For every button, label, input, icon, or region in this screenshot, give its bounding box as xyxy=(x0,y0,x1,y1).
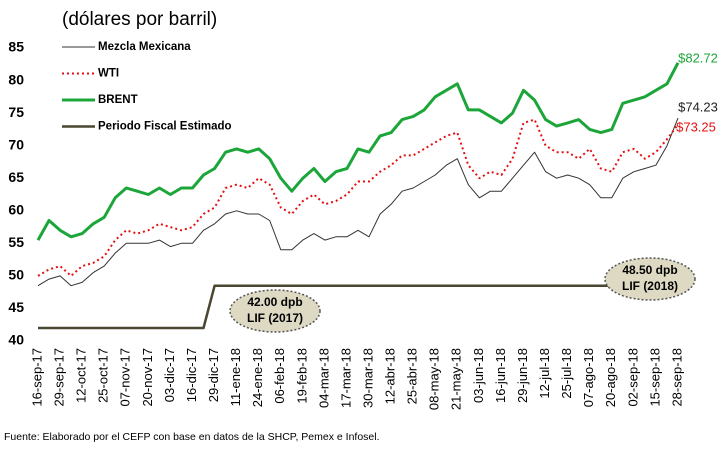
callout xyxy=(229,289,321,333)
series-line xyxy=(37,117,679,287)
series-line xyxy=(38,284,678,330)
callout xyxy=(604,257,696,301)
x-tick-label: 20-ago-18 xyxy=(603,348,618,407)
x-tick-label: 06-feb-18 xyxy=(272,348,287,404)
y-tick-label: 45 xyxy=(8,299,24,315)
legend-label: Mezcla Mexicana xyxy=(98,41,191,53)
y-tick-label: 80 xyxy=(8,71,24,87)
callout-value: 42.00 dpb xyxy=(247,295,302,309)
x-tick-label: 07-ago-18 xyxy=(581,348,596,407)
x-tick-label: 12-jul-18 xyxy=(537,348,552,399)
callout-note: LIF (2017) xyxy=(247,311,303,325)
y-tick-label: 60 xyxy=(8,201,24,217)
chart-title: (dólares por barril) xyxy=(62,9,217,30)
x-tick-label: 25-abr-18 xyxy=(405,348,420,404)
y-tick-label: 75 xyxy=(8,104,24,120)
x-tick-label: 28-sep-18 xyxy=(669,348,684,407)
legend-label: BRENT xyxy=(98,94,138,106)
x-tick-label: 08-may-18 xyxy=(427,348,442,410)
x-tick-label: 20-nov-17 xyxy=(140,348,155,407)
x-tick-label: 25-jul-18 xyxy=(559,348,574,399)
x-tick-label: 16-sep-17 xyxy=(29,348,44,407)
x-tick-label: 15-sep-18 xyxy=(647,348,662,407)
x-tick-label: 29-jun-18 xyxy=(515,348,530,403)
y-tick-label: 40 xyxy=(8,332,24,348)
y-tick-label: 65 xyxy=(8,169,24,185)
callout-value: 48.50 dpb xyxy=(622,263,677,277)
end-label: $73.25 xyxy=(676,119,716,134)
x-tick-label: 03-dic-17 xyxy=(162,348,177,402)
y-tick-label: 55 xyxy=(8,234,24,250)
end-label: $82.72 xyxy=(678,50,718,65)
x-tick-label: 16-dic-17 xyxy=(184,348,199,402)
y-tick-label: 70 xyxy=(8,136,24,152)
x-tick-label: 16-jun-18 xyxy=(493,348,508,403)
x-tick-label: 21-may-18 xyxy=(449,348,464,410)
series-line xyxy=(36,62,680,241)
x-tick-label: 25-oct-17 xyxy=(96,348,111,403)
x-tick-label: 03-jun-18 xyxy=(471,348,486,403)
x-tick-label: 19-feb-18 xyxy=(294,348,309,404)
x-tick-label: 12-oct-17 xyxy=(74,348,89,403)
source-note: Fuente: Elaborado por el CEFP con base e… xyxy=(4,431,380,443)
x-tick-label: 24-ene-18 xyxy=(250,348,265,407)
x-tick-label: 29-sep-17 xyxy=(52,348,67,407)
x-tick-label: 11-ene-18 xyxy=(228,348,243,406)
series-line xyxy=(37,118,679,277)
x-tick-label: 02-sep-18 xyxy=(625,348,640,407)
x-tick-label: 17-mar-18 xyxy=(338,348,353,408)
callout-note: LIF (2018) xyxy=(622,279,678,293)
end-label: $74.23 xyxy=(678,99,718,114)
y-tick-label: 85 xyxy=(8,39,24,55)
x-tick-label: 29-dic-17 xyxy=(206,348,221,402)
x-tick-label: 30-mar-18 xyxy=(360,348,375,408)
y-tick-label: 50 xyxy=(8,267,24,283)
legend-label: Periodo Fiscal Estimado xyxy=(98,121,232,133)
legend-label: WTI xyxy=(98,68,119,80)
x-tick-label: 04-mar-18 xyxy=(316,348,331,408)
x-tick-label: 12-abr-18 xyxy=(383,348,398,404)
x-tick-label: 07-nov-17 xyxy=(118,348,133,407)
